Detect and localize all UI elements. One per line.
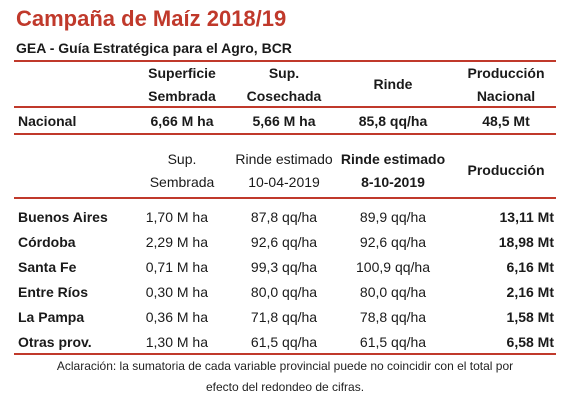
national-row-value-1: 6,66 M ha bbox=[150, 113, 214, 129]
provincial-rule-bottom bbox=[14, 353, 556, 355]
national-col-1-l2: Sembrada bbox=[148, 88, 216, 104]
header-rule bbox=[14, 60, 556, 62]
national-col-4-l1: Producción bbox=[467, 65, 545, 81]
row-value-1: 0,36 M ha bbox=[145, 309, 208, 325]
provincial-rule-top bbox=[14, 197, 556, 199]
national-col-1-l1: Superficie bbox=[148, 65, 216, 81]
row-value-3: 89,9 qq/ha bbox=[359, 209, 427, 225]
row-value-1: 1,30 M ha bbox=[145, 334, 208, 350]
row-value-4: 2,16 Mt bbox=[506, 284, 554, 300]
national-row-value-4: 48,5 Mt bbox=[482, 113, 530, 129]
prov-col-2-l1: Rinde estimado bbox=[235, 151, 333, 167]
row-value-2: 92,6 qq/ha bbox=[250, 234, 318, 250]
national-row-name: Nacional bbox=[18, 113, 77, 129]
row-value-3: 80,0 qq/ha bbox=[359, 284, 427, 300]
page-title: Campaña de Maíz 2018/19 bbox=[16, 6, 287, 31]
row-value-2: 61,5 qq/ha bbox=[250, 334, 318, 350]
footnote-line-1: Aclaración: la sumatoria de cada variabl… bbox=[56, 359, 514, 373]
national-col-3-l1: Rinde bbox=[373, 76, 413, 92]
national-col-2-l2: Cosechada bbox=[246, 88, 322, 104]
row-value-3: 78,8 qq/ha bbox=[359, 309, 427, 325]
row-value-1: 0,30 M ha bbox=[145, 284, 208, 300]
row-value-4: 1,58 Mt bbox=[506, 309, 554, 325]
row-value-2: 80,0 qq/ha bbox=[250, 284, 318, 300]
row-value-3: 92,6 qq/ha bbox=[359, 234, 427, 250]
row-value-4: 13,11 Mt bbox=[499, 209, 554, 225]
national-rule-top bbox=[14, 106, 556, 108]
national-row-value-2: 5,66 M ha bbox=[252, 113, 316, 129]
row-name: Santa Fe bbox=[18, 259, 77, 275]
national-row-value-3: 85,8 qq/ha bbox=[358, 113, 428, 129]
row-name: La Pampa bbox=[18, 309, 85, 325]
row-value-2: 87,8 qq/ha bbox=[250, 209, 318, 225]
prov-col-4-l1: Producción bbox=[467, 162, 545, 178]
national-col-2-l1: Sup. bbox=[268, 65, 300, 81]
row-name: Entre Ríos bbox=[18, 284, 89, 300]
row-value-1: 2,29 M ha bbox=[145, 234, 208, 250]
prov-col-3-l1: Rinde estimado bbox=[340, 151, 446, 167]
page-subtitle: GEA - Guía Estratégica para el Agro, BCR bbox=[16, 40, 292, 56]
row-value-2: 71,8 qq/ha bbox=[250, 309, 318, 325]
prov-col-1-l2: Sembrada bbox=[149, 174, 215, 190]
row-value-4: 6,58 Mt bbox=[506, 334, 554, 350]
prov-col-1-l1: Sup. bbox=[167, 151, 197, 167]
prov-col-3-l2: 8-10-2019 bbox=[361, 174, 425, 190]
row-name: Córdoba bbox=[18, 234, 76, 250]
row-value-3: 61,5 qq/ha bbox=[359, 334, 427, 350]
row-name: Otras prov. bbox=[18, 334, 92, 350]
row-value-1: 0,71 M ha bbox=[145, 259, 208, 275]
row-value-3: 100,9 qq/ha bbox=[356, 259, 430, 275]
national-col-4-l2: Nacional bbox=[476, 88, 536, 104]
prov-col-2-l2: 10-04-2019 bbox=[248, 174, 320, 190]
row-value-1: 1,70 M ha bbox=[145, 209, 208, 225]
row-name: Buenos Aires bbox=[18, 209, 108, 225]
row-value-4: 18,98 Mt bbox=[498, 234, 554, 250]
row-value-4: 6,16 Mt bbox=[506, 259, 554, 275]
national-rule-bottom bbox=[14, 133, 556, 135]
row-value-2: 99,3 qq/ha bbox=[250, 259, 318, 275]
footnote-line-2: efecto del redondeo de cifras. bbox=[205, 380, 365, 394]
